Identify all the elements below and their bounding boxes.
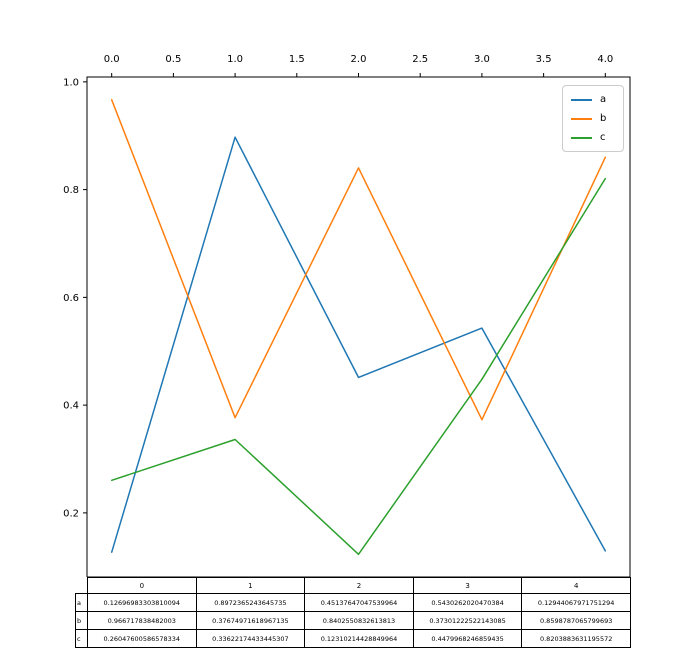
x-tick-label: 2.0 <box>351 54 367 65</box>
table-row-c: c 0.26047600586578334 0.3362217443344530… <box>75 629 631 648</box>
x-tick-label: 0.5 <box>165 54 181 65</box>
table-corner-cell <box>76 578 88 594</box>
x-tick-label: 1.5 <box>289 54 305 65</box>
table-col-header-2: 2 <box>304 577 414 594</box>
table-row-b: b 0.966717838482003 0.37674971618967135 … <box>75 611 631 630</box>
legend-entry-a: a <box>571 93 615 105</box>
table-cell-b2: 0.8402550832613813 <box>304 611 414 630</box>
table-col-header-0: 0 <box>87 577 197 594</box>
legend-line-swatch-a <box>571 98 592 101</box>
x-tick-label: 1.0 <box>227 54 243 65</box>
y-tick-label: 1.0 <box>63 77 79 88</box>
table-col-header-1: 1 <box>195 577 306 594</box>
table-cell-a1: 0.8972365243645735 <box>195 593 306 612</box>
table-cell-c1: 0.33622174433445307 <box>195 629 306 648</box>
y-tick-label: 0.4 <box>63 401 79 412</box>
table-cell-c0: 0.26047600586578334 <box>87 629 197 648</box>
table-cell-b1: 0.37674971618967135 <box>195 611 306 630</box>
table-col-header-4: 4 <box>521 577 631 594</box>
table-cell-a2: 0.45137647047539964 <box>304 593 414 612</box>
data-table: 0 1 2 3 4 a 0.12696983303810094 0.897236… <box>75 577 631 648</box>
table-cell-c3: 0.4479968246859435 <box>412 629 523 648</box>
table-col-header-3: 3 <box>412 577 523 594</box>
legend-label-a: a <box>600 93 607 105</box>
y-tick-label: 0.6 <box>63 293 79 304</box>
legend-label-c: c <box>600 131 606 143</box>
legend-line-swatch-c <box>571 136 592 139</box>
legend-entry-c: c <box>571 131 615 143</box>
legend-label-b: b <box>600 112 607 124</box>
x-tick-label: 3.5 <box>536 54 552 65</box>
y-tick-label: 0.8 <box>63 185 79 196</box>
x-tick-label: 4.0 <box>597 54 613 65</box>
x-tick-label: 2.5 <box>412 54 428 65</box>
plot-frame <box>86 76 631 578</box>
x-tick-label: 0.0 <box>104 54 120 65</box>
legend: a b c <box>562 85 624 152</box>
table-cell-b0: 0.966717838482003 <box>87 611 197 630</box>
legend-entry-b: b <box>571 112 615 124</box>
table-row-label-c: c <box>75 629 88 648</box>
series-line-c <box>110 177 607 556</box>
series-line-b <box>110 99 607 421</box>
y-tick-label: 0.2 <box>63 508 79 519</box>
table-cell-b4: 0.8598787065799693 <box>521 611 631 630</box>
table-cell-c4: 0.8203883631195572 <box>521 629 631 648</box>
table-cell-b3: 0.37301222522143085 <box>412 611 523 630</box>
table-header-row: 0 1 2 3 4 <box>76 577 631 594</box>
table-cell-a3: 0.5430262020470384 <box>412 593 523 612</box>
table-row-a: a 0.12696983303810094 0.8972365243645735… <box>75 593 631 612</box>
legend-line-swatch-b <box>571 117 592 120</box>
series-line-a <box>110 136 607 553</box>
table-row-label-b: b <box>75 611 88 630</box>
table-row-label-a: a <box>75 593 88 612</box>
table-cell-a0: 0.12696983303810094 <box>87 593 197 612</box>
table-cell-a4: 0.12944067971751294 <box>521 593 631 612</box>
table-cell-c2: 0.12310214428849964 <box>304 629 414 648</box>
x-tick-label: 3.0 <box>474 54 490 65</box>
